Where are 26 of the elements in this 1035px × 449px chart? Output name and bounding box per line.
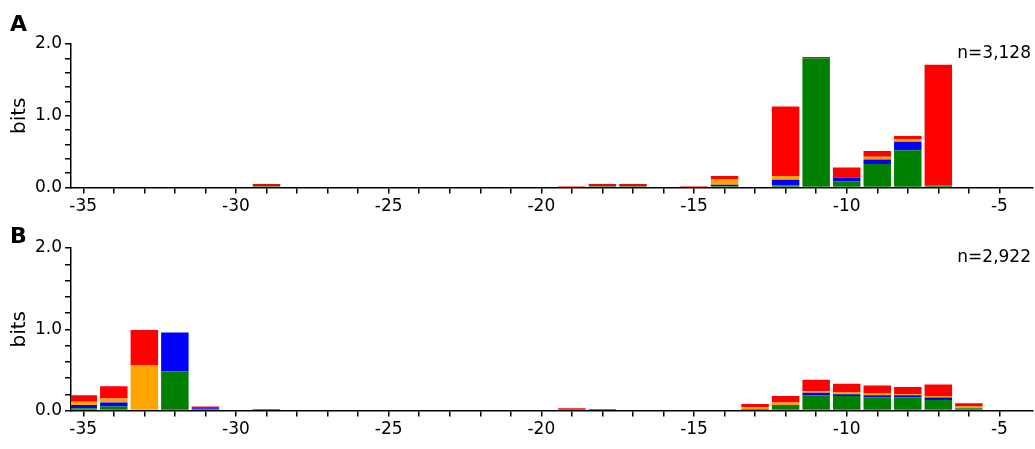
y-axis-title: bits [6,97,31,135]
y-tick-label: 1.0 [34,317,63,338]
x-tick-label: -30 [222,195,250,216]
x-tick-label: -35 [69,418,98,439]
x-tick-label: -5 [990,195,1008,216]
annotation: n=2,922 [957,246,1031,267]
chart-title: B [10,222,27,248]
x-tick-label: -30 [222,418,250,439]
y-tick-label: 2.0 [34,32,63,53]
x-tick-label: -5 [990,418,1008,439]
x-tick-label: -15 [680,195,708,216]
x-tick-label: -25 [374,195,403,216]
y-tick-label: 2.0 [34,236,63,257]
y-tick-label: 1.0 [34,104,63,125]
y-tick-label: 0.0 [34,399,63,420]
x-tick-label: -15 [680,418,708,439]
x-tick-label: -20 [527,418,556,439]
x-tick-label: -35 [69,195,98,216]
x-tick-label: -10 [832,418,861,439]
y-tick-label: 0.0 [34,176,63,197]
y-axis-title: bits [6,311,31,348]
x-tick-label: -10 [832,195,861,216]
chart-title: A [10,10,28,36]
x-tick-label: -20 [527,195,556,216]
x-tick-label: -25 [374,418,403,439]
annotation: n=3,128 [957,42,1031,63]
